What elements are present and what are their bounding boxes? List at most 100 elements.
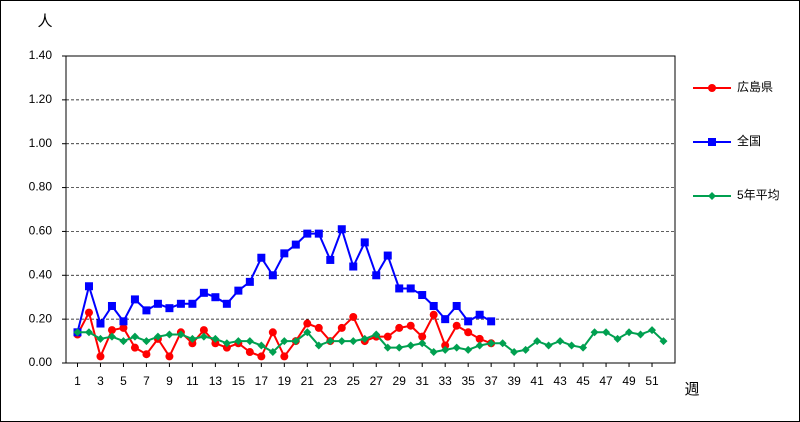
legend-marker — [708, 138, 716, 146]
y-tick-label: 0.60 — [29, 224, 53, 238]
y-tick-label: 0.00 — [29, 355, 53, 369]
data-point — [372, 330, 381, 339]
data-point — [234, 286, 243, 295]
x-tick-label: 17 — [255, 374, 269, 388]
data-point — [153, 332, 162, 341]
data-point — [234, 337, 243, 346]
x-tick-label: 9 — [166, 374, 173, 388]
data-point — [188, 299, 197, 308]
data-point — [73, 328, 82, 337]
y-axis-label: 人 — [37, 13, 52, 30]
x-tick-label: 39 — [507, 374, 521, 388]
data-point — [199, 288, 208, 297]
data-point — [96, 334, 105, 343]
data-point — [487, 317, 496, 326]
x-tick-label: 13 — [209, 374, 223, 388]
data-point — [556, 337, 565, 346]
data-point — [464, 317, 473, 326]
data-point — [337, 323, 346, 332]
x-tick-label: 7 — [143, 374, 150, 388]
data-point — [636, 330, 645, 339]
data-point — [107, 326, 116, 335]
data-point — [464, 328, 473, 337]
data-point — [176, 299, 185, 308]
data-point — [257, 253, 266, 262]
x-tick-label: 19 — [278, 374, 292, 388]
data-point — [291, 240, 300, 249]
data-point — [268, 348, 277, 357]
data-point — [142, 350, 151, 359]
data-point — [406, 321, 415, 330]
data-point — [395, 343, 404, 352]
x-tick-label: 35 — [461, 374, 475, 388]
data-point — [395, 284, 404, 293]
data-point — [280, 249, 289, 258]
data-point — [165, 330, 174, 339]
data-point — [199, 332, 208, 341]
data-point — [188, 339, 197, 348]
data-point — [211, 334, 220, 343]
data-point — [383, 343, 392, 352]
x-tick-label: 25 — [347, 374, 361, 388]
data-point — [533, 337, 542, 346]
data-point — [349, 262, 358, 271]
data-point — [567, 341, 576, 350]
data-point — [130, 332, 139, 341]
x-tick-label: 43 — [553, 374, 567, 388]
data-point — [211, 293, 220, 302]
data-point — [280, 337, 289, 346]
data-point — [498, 339, 507, 348]
data-point — [383, 332, 392, 341]
legend-marker — [708, 84, 716, 92]
data-point — [452, 301, 461, 310]
data-point — [372, 271, 381, 280]
data-point — [521, 345, 530, 354]
data-point — [303, 229, 312, 238]
data-point — [96, 352, 105, 361]
data-point — [441, 345, 450, 354]
data-point — [349, 312, 358, 321]
data-point — [280, 352, 289, 361]
y-tick-label: 1.40 — [29, 48, 53, 62]
data-point — [406, 284, 415, 293]
legend-label: 全国 — [737, 133, 761, 148]
data-point — [326, 337, 335, 346]
data-point — [107, 332, 116, 341]
data-point — [84, 308, 93, 317]
data-point — [268, 271, 277, 280]
data-point — [429, 310, 438, 319]
data-point — [257, 341, 266, 350]
data-point — [395, 323, 404, 332]
x-tick-label: 3 — [97, 374, 104, 388]
y-tick-label: 1.20 — [29, 92, 53, 106]
x-tick-label: 11 — [186, 374, 199, 388]
y-tick-label: 0.20 — [29, 311, 53, 325]
data-point — [648, 326, 657, 335]
data-point — [441, 341, 450, 350]
data-point — [142, 306, 151, 315]
data-point — [441, 315, 450, 324]
data-point — [107, 301, 116, 310]
data-point — [291, 337, 300, 346]
data-point — [429, 348, 438, 357]
data-point — [544, 341, 553, 350]
x-tick-label: 33 — [439, 374, 453, 388]
data-point — [337, 225, 346, 234]
data-point — [510, 348, 519, 357]
data-point — [245, 277, 254, 286]
legend-marker — [708, 192, 716, 200]
data-point — [360, 334, 369, 343]
x-tick-label: 31 — [416, 374, 430, 388]
data-point — [303, 319, 312, 328]
data-point — [222, 343, 231, 352]
data-point — [602, 328, 611, 337]
data-point — [590, 328, 599, 337]
data-point — [303, 328, 312, 337]
x-tick-label: 51 — [645, 374, 659, 388]
data-point — [625, 328, 634, 337]
x-tick-label: 41 — [530, 374, 544, 388]
data-point — [96, 319, 105, 328]
y-tick-label: 0.40 — [29, 267, 53, 281]
data-point — [314, 341, 323, 350]
x-tick-label: 29 — [393, 374, 407, 388]
